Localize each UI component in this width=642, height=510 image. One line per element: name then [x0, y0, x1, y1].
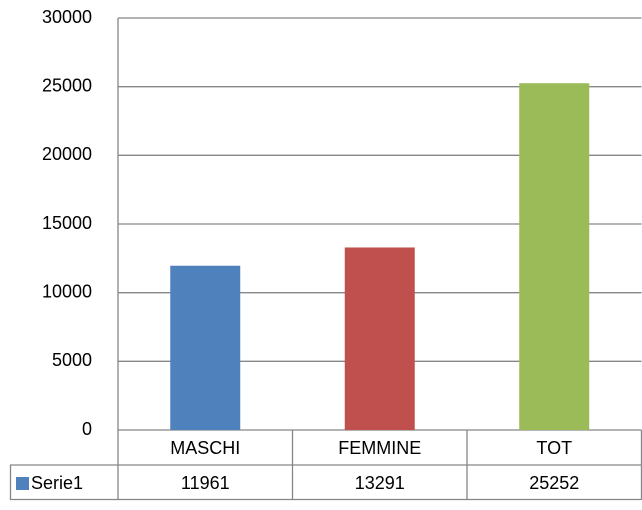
x-tick-label: TOT — [536, 438, 572, 458]
table-value: 13291 — [355, 473, 405, 493]
y-tick-label: 0 — [82, 419, 92, 439]
table-value: 25252 — [529, 473, 579, 493]
bar — [519, 83, 590, 430]
legend-label: Serie1 — [31, 473, 83, 493]
y-tick-label: 25000 — [42, 75, 92, 95]
x-tick-label: FEMMINE — [338, 438, 421, 458]
bar — [170, 265, 241, 430]
y-tick-label: 15000 — [42, 213, 92, 233]
table-value: 11961 — [181, 473, 230, 493]
y-tick-label: 30000 — [42, 7, 92, 27]
y-tick-label: 10000 — [42, 281, 92, 301]
bar — [344, 247, 415, 430]
x-tick-label: MASCHI — [170, 438, 240, 458]
legend-key — [16, 477, 29, 490]
y-tick-label: 5000 — [52, 350, 92, 370]
y-tick-label: 20000 — [42, 144, 92, 164]
